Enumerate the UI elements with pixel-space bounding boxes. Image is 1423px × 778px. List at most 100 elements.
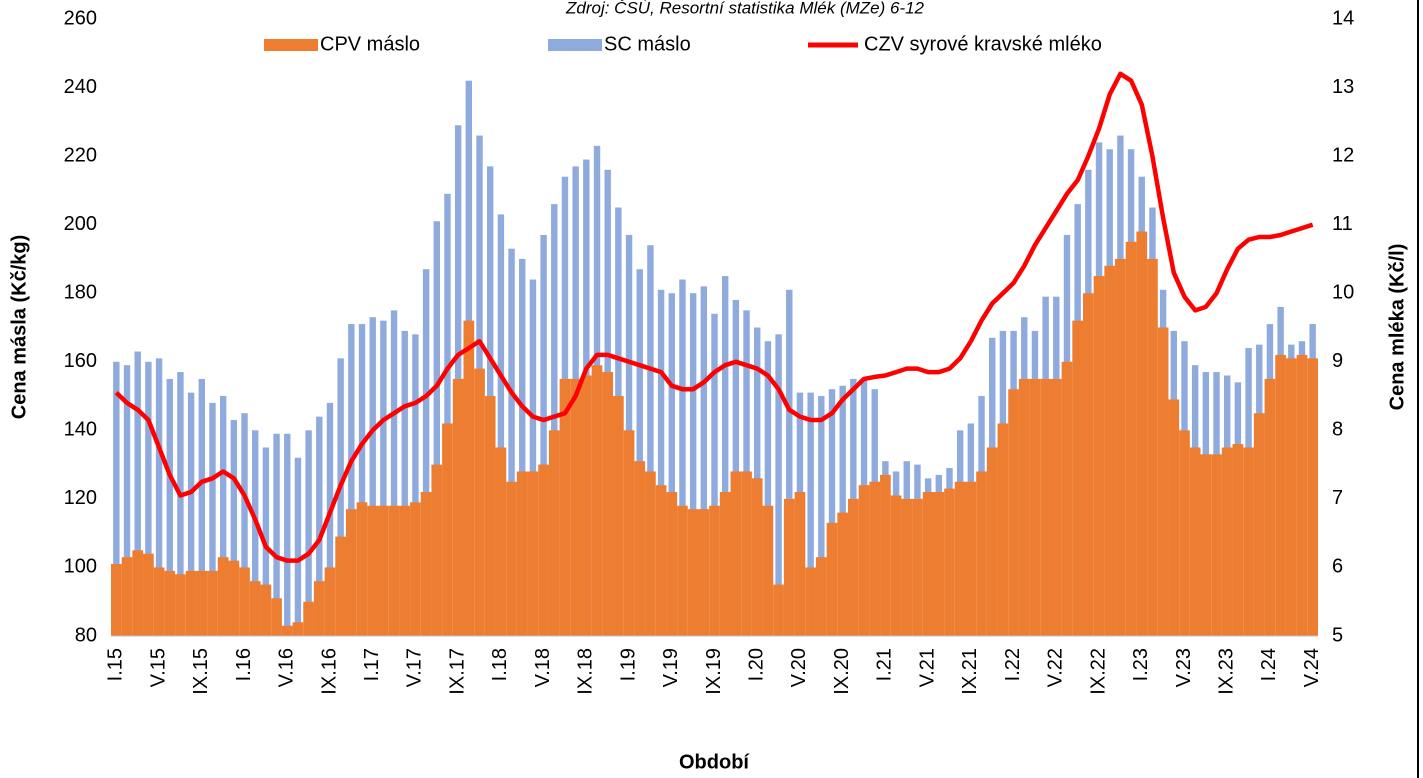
bar xyxy=(839,385,846,636)
bar xyxy=(345,509,357,636)
bar xyxy=(463,320,475,636)
bar xyxy=(848,498,859,636)
y-tick-label: 220 xyxy=(64,144,97,166)
bar xyxy=(196,570,208,636)
y-tick-label: 80 xyxy=(75,624,97,646)
bar xyxy=(1296,354,1308,636)
bar xyxy=(207,570,218,636)
bar xyxy=(668,293,675,636)
x-tick-label: IX.19 xyxy=(703,648,725,695)
bar xyxy=(185,570,197,636)
bar xyxy=(378,505,389,636)
bar xyxy=(636,269,643,636)
y2-tick-label: 7 xyxy=(1332,487,1343,509)
bar xyxy=(1179,430,1190,636)
bar xyxy=(348,324,355,636)
bar xyxy=(529,279,537,636)
bar xyxy=(890,495,902,636)
bar xyxy=(305,430,312,636)
bar xyxy=(1008,389,1019,636)
bar xyxy=(123,365,131,636)
bar xyxy=(132,550,144,636)
bar xyxy=(1040,378,1051,636)
x-tick-label: I.16 xyxy=(233,648,255,681)
bar xyxy=(452,378,464,636)
bar xyxy=(495,447,507,636)
y2-tick-label: 6 xyxy=(1332,556,1343,578)
x-tick-label: I.21 xyxy=(874,648,896,681)
bar xyxy=(828,389,836,636)
x-tick-label: V.19 xyxy=(660,648,682,687)
bar xyxy=(709,505,720,636)
legend-swatch xyxy=(264,39,318,51)
bar xyxy=(474,368,485,636)
y2-tick-label: 11 xyxy=(1332,213,1353,235)
bar xyxy=(111,564,122,636)
y-tick-label: 100 xyxy=(64,556,97,578)
bar xyxy=(540,234,547,636)
bar xyxy=(730,471,742,636)
bar xyxy=(732,300,740,636)
bar xyxy=(508,248,515,636)
chart-title: Zdroj: ČSÚ, Resortní statistika Mlék (MZ… xyxy=(565,0,925,17)
bar xyxy=(380,320,387,636)
bar xyxy=(337,358,344,636)
bar xyxy=(316,416,323,636)
bar xyxy=(444,193,451,637)
y-tick-label: 240 xyxy=(64,76,97,98)
x-tick-label: IX.22 xyxy=(1087,648,1109,695)
bar xyxy=(145,361,152,636)
x-tick-label: V.20 xyxy=(788,648,810,687)
bar xyxy=(506,481,517,636)
bar xyxy=(1275,354,1286,636)
bar xyxy=(794,492,806,636)
bar xyxy=(559,378,571,636)
bar xyxy=(689,293,697,636)
bar xyxy=(1115,258,1126,636)
y-tick-label: 200 xyxy=(64,213,97,235)
bar xyxy=(294,457,302,636)
bar xyxy=(901,498,913,636)
bar xyxy=(121,557,133,636)
y2-tick-label: 10 xyxy=(1332,282,1354,304)
x-tick-label: V.15 xyxy=(147,648,169,687)
bar xyxy=(1285,358,1297,636)
bar xyxy=(1072,320,1084,636)
bar xyxy=(1136,231,1148,636)
bar xyxy=(764,341,772,636)
x-tick-label: I.17 xyxy=(361,648,383,681)
line xyxy=(114,71,1314,563)
bar xyxy=(228,560,240,636)
bar xyxy=(516,471,528,636)
bar xyxy=(1157,327,1169,636)
bar xyxy=(431,464,443,636)
bar xyxy=(775,334,782,636)
bar xyxy=(922,492,934,636)
y-tick-label: 120 xyxy=(64,487,97,509)
bar xyxy=(965,481,977,636)
y2-tick-label: 13 xyxy=(1332,76,1354,98)
bar xyxy=(271,598,282,636)
bar xyxy=(281,625,293,636)
bar xyxy=(613,396,624,636)
bar xyxy=(313,581,325,636)
bar xyxy=(1050,378,1062,636)
bar xyxy=(1168,399,1180,636)
x-tick-label: V.23 xyxy=(1173,648,1195,687)
bar xyxy=(1307,358,1318,636)
bar xyxy=(623,430,635,636)
bar xyxy=(412,334,419,636)
bar xyxy=(783,498,795,636)
bar xyxy=(390,310,398,636)
bar xyxy=(401,330,408,636)
bar xyxy=(177,372,184,636)
bar xyxy=(805,567,816,636)
y2-tick-label: 9 xyxy=(1332,350,1343,372)
bar xyxy=(837,512,849,636)
bar xyxy=(166,378,173,636)
bar xyxy=(666,492,678,636)
bar xyxy=(442,423,453,636)
bar xyxy=(484,396,496,636)
x-tick-label: I.15 xyxy=(105,648,127,681)
bar xyxy=(1104,265,1116,636)
